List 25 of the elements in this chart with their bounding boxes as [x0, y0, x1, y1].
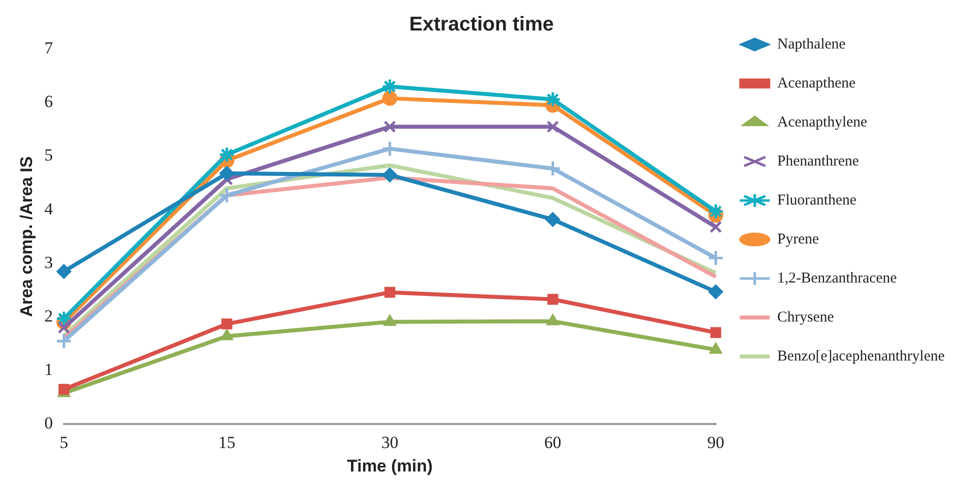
y-tick-label: 0 — [44, 414, 53, 433]
x-tick-label: 30 — [381, 432, 398, 452]
y-tick-label: 4 — [44, 199, 54, 218]
legend-label: Pyrene — [777, 231, 820, 248]
y-tick-label: 7 — [44, 38, 54, 58]
legend-label: Napthalene — [777, 36, 846, 52]
x-tick-label: 90 — [707, 432, 724, 452]
x-axis-title: Time (min) — [347, 456, 433, 476]
y-tick-label: 3 — [44, 252, 53, 272]
y-tick-label: 1 — [44, 360, 53, 380]
legend-label: Phenanthrene — [777, 153, 860, 170]
x-tick-label: 15 — [218, 432, 236, 452]
legend-label: Chrysene — [777, 309, 834, 326]
y-tick-label: 5 — [44, 146, 53, 165]
legend-label: Fluoranthene — [777, 192, 857, 208]
chart-title: Extraction time — [409, 14, 554, 36]
y-axis-title: Area comp. /Area IS — [16, 156, 36, 317]
legend-label: Acenapthylene — [777, 114, 868, 130]
legend-label: Acenapthene — [777, 75, 856, 92]
y-tick-label: 2 — [44, 306, 53, 326]
x-tick-label: 5 — [60, 432, 68, 452]
x-tick-label: 60 — [544, 432, 562, 452]
legend-label: 1,2-Benzanthracene — [777, 270, 898, 286]
legend-label: Benzo[e]acephenanthrylene — [777, 348, 945, 364]
y-tick-label: 6 — [44, 92, 53, 112]
